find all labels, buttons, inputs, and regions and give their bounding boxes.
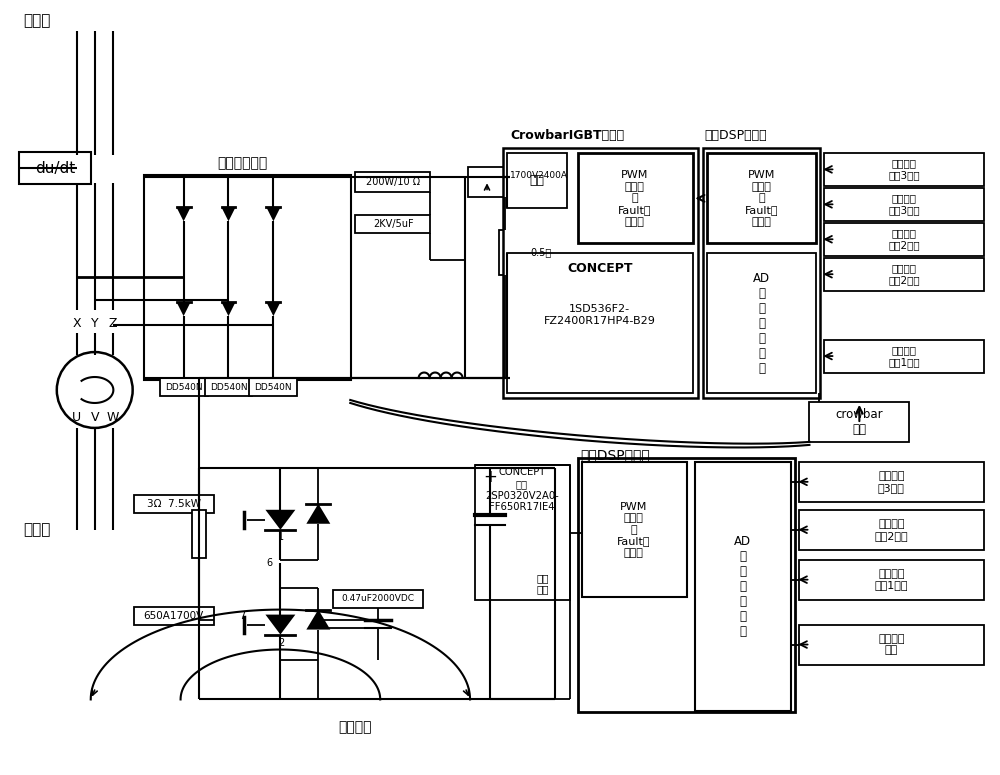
Bar [809, 402, 909, 442]
Text: 650A1700V: 650A1700V [143, 611, 204, 621]
Text: 2KV/5uF: 2KV/5uF [373, 219, 414, 229]
Bar [703, 149, 820, 398]
Bar [205, 378, 252, 396]
Text: 定子侧电
流（3路）: 定子侧电 流（3路） [888, 194, 920, 215]
Bar [824, 258, 984, 291]
Bar [144, 175, 351, 380]
Text: 动态刹车
电流: 动态刹车 电流 [878, 634, 905, 656]
Text: DD540N: DD540N [255, 383, 292, 391]
Text: 动态刹车: 动态刹车 [339, 721, 372, 735]
Text: CONCEPT
驱动
2SP0320V2A0-
FF650R17IE4: CONCEPT 驱动 2SP0320V2A0- FF650R17IE4 [485, 467, 559, 512]
Text: AD
检
测
信
号
接
口: AD 检 测 信 号 接 口 [753, 271, 770, 374]
Bar [707, 253, 816, 393]
Bar [507, 153, 567, 208]
Text: 定子侧电
压（2路）: 定子侧电 压（2路） [888, 264, 920, 285]
Bar [578, 458, 795, 712]
Text: PWM
信号接
口
Fault信
号接口: PWM 信号接 口 Fault信 号接口 [618, 170, 652, 226]
Text: 1700V2400A: 1700V2400A [510, 170, 568, 180]
Text: 三相整流电路: 三相整流电路 [217, 157, 268, 170]
Text: Y: Y [91, 317, 99, 329]
Bar [695, 462, 791, 711]
Text: 200W/10 Ω: 200W/10 Ω [366, 177, 420, 188]
Bar [503, 149, 698, 398]
Polygon shape [306, 610, 330, 629]
Text: 7: 7 [239, 611, 245, 621]
Text: 1SD536F2-
FZ2400R17HP4-B29: 1SD536F2- FZ2400R17HP4-B29 [544, 305, 656, 326]
Text: 3Ω  7.5kW: 3Ω 7.5kW [147, 499, 201, 509]
Text: 1: 1 [278, 532, 285, 542]
Bar [799, 625, 984, 664]
Text: crowbar
电流: crowbar 电流 [836, 408, 883, 436]
Polygon shape [222, 302, 235, 316]
Bar [19, 153, 91, 184]
Text: 0.5欧: 0.5欧 [530, 247, 551, 257]
Bar [134, 494, 214, 513]
Text: X: X [72, 317, 81, 329]
Text: 网侧DSP控制板: 网侧DSP控制板 [580, 448, 650, 462]
Text: DD540N: DD540N [210, 383, 247, 391]
Text: 网侧电流
（3路）: 网侧电流 （3路） [878, 471, 905, 493]
Bar [475, 465, 570, 600]
Bar [355, 215, 430, 233]
Text: W: W [107, 412, 119, 425]
Bar [499, 230, 511, 275]
Text: 接口: 接口 [529, 174, 544, 187]
Text: 0.47uF2000VDC: 0.47uF2000VDC [342, 594, 415, 603]
Bar [507, 253, 693, 393]
Bar [578, 153, 693, 243]
Text: U: U [72, 412, 81, 425]
Bar [824, 188, 984, 222]
Text: 直流链电
压（1路）: 直流链电 压（1路） [888, 345, 920, 367]
Text: AD
检
测
信
号
接
口: AD 检 测 信 号 接 口 [734, 536, 751, 638]
Bar [799, 462, 984, 501]
Text: 直流
母线: 直流 母线 [537, 573, 549, 594]
Bar [249, 378, 297, 396]
Text: 电网侧电
压（2路）: 电网侧电 压（2路） [888, 229, 920, 250]
Text: PWM
信号接
口
Fault信
号接口: PWM 信号接 口 Fault信 号接口 [745, 170, 778, 226]
Bar [824, 223, 984, 257]
Text: PWM
信号接
口
Fault信
号接口: PWM 信号接 口 Fault信 号接口 [617, 501, 651, 558]
Polygon shape [177, 208, 191, 222]
Bar [824, 153, 984, 186]
Polygon shape [222, 208, 235, 222]
Bar [355, 172, 430, 192]
Text: +: + [483, 468, 497, 486]
Text: 转子侧: 转子侧 [23, 13, 50, 28]
Text: 机侧DSP控制板: 机侧DSP控制板 [705, 129, 767, 142]
Text: 转子侧电
流（3路）: 转子侧电 流（3路） [888, 159, 920, 181]
Text: V: V [90, 412, 99, 425]
Polygon shape [266, 302, 280, 316]
Polygon shape [265, 615, 295, 635]
Text: du/dt: du/dt [35, 161, 75, 176]
Bar [468, 167, 506, 198]
Text: DD540N: DD540N [165, 383, 202, 391]
Text: CrowbarIGBT驱动板: CrowbarIGBT驱动板 [510, 129, 624, 142]
Text: 电网侧电
压（2路）: 电网侧电 压（2路） [874, 519, 908, 540]
Bar [707, 153, 816, 243]
Polygon shape [306, 504, 330, 524]
Text: 6: 6 [266, 558, 272, 567]
Bar [799, 510, 984, 549]
Bar [333, 590, 423, 608]
Bar [160, 378, 208, 396]
Text: Z: Z [108, 317, 117, 329]
Bar [824, 340, 984, 373]
Text: 直流链电
压（1路）: 直流链电 压（1路） [875, 569, 908, 591]
Polygon shape [266, 208, 280, 222]
Text: 2: 2 [278, 638, 285, 648]
Polygon shape [265, 510, 295, 530]
Bar [192, 510, 206, 558]
Bar [134, 607, 214, 625]
Text: 定子侧: 定子侧 [23, 522, 50, 537]
Bar [582, 462, 687, 597]
Bar [799, 560, 984, 600]
Text: CONCEPT: CONCEPT [567, 262, 633, 274]
Polygon shape [177, 302, 191, 316]
